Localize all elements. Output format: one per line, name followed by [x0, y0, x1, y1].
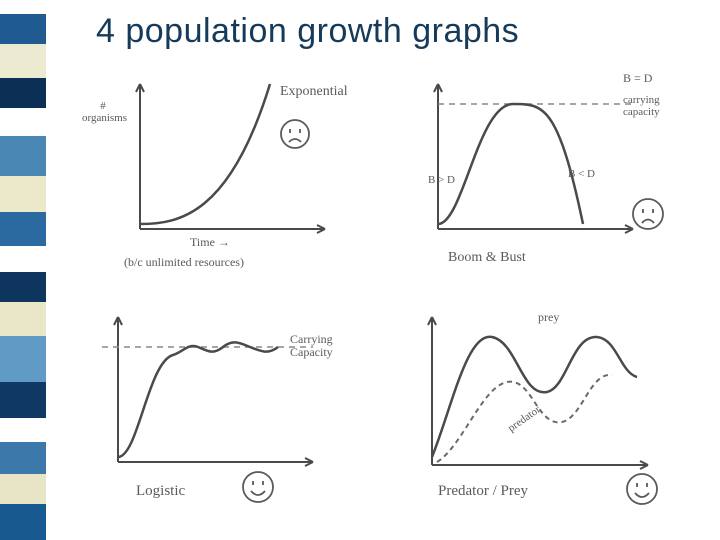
stripe-block: [0, 246, 46, 272]
stripe-block: [0, 272, 46, 302]
logistic-cc-label: Carrying Capacity: [290, 333, 356, 359]
stripe-block: [0, 382, 46, 418]
boombust-face-icon: [633, 199, 663, 229]
stripe-block: [0, 302, 46, 336]
boombust-bltd-label: B < D: [568, 168, 595, 180]
exponential-ylabel: # organisms: [82, 100, 124, 124]
stripe-block: [0, 504, 46, 540]
predprey-name-label: Predator / Prey: [438, 483, 528, 500]
logistic-face-icon: [243, 472, 273, 502]
stripe-block: [0, 176, 46, 212]
charts-grid: # organisms Time → Exponential (b/c unli…: [80, 64, 690, 524]
boombust-bgtd-label: B > D: [428, 174, 455, 186]
stripe-block: [0, 418, 46, 442]
predprey-prey-curve: [432, 337, 637, 457]
stripe-block: [0, 14, 46, 44]
logistic-name-label: Logistic: [136, 483, 185, 500]
chart-boom-bust: B = D carrying capacity B > D B < D Boom…: [398, 64, 708, 285]
predprey-prey-label: prey: [538, 311, 559, 324]
exponential-face-icon: [281, 120, 309, 148]
left-accent-stripe: [0, 0, 46, 540]
logistic-curve: [118, 342, 278, 457]
stripe-block: [0, 0, 46, 14]
boombust-cc-label: carrying capacity: [623, 94, 683, 118]
stripe-block: [0, 78, 46, 108]
stripe-block: [0, 136, 46, 176]
boombust-curve: [438, 104, 583, 224]
stripe-block: [0, 44, 46, 78]
exponential-xlabel: Time →: [190, 236, 230, 249]
stripe-block: [0, 474, 46, 504]
boombust-top-label: B = D: [623, 72, 652, 85]
exponential-caption: (b/c unlimited resources): [124, 256, 244, 269]
boombust-name-label: Boom & Bust: [448, 250, 526, 265]
chart-predator-prey: prey predator Predator / Prey: [398, 303, 708, 524]
stripe-block: [0, 336, 46, 382]
stripe-block: [0, 108, 46, 136]
predprey-face-icon: [627, 474, 657, 504]
exponential-name-label: Exponential: [280, 84, 348, 99]
stripe-block: [0, 212, 46, 246]
chart-exponential: # organisms Time → Exponential (b/c unli…: [80, 64, 370, 285]
chart-logistic: Carrying Capacity Logistic: [80, 303, 370, 524]
exponential-curve: [140, 84, 270, 224]
page-title: 4 population growth graphs: [96, 12, 519, 51]
stripe-block: [0, 442, 46, 474]
